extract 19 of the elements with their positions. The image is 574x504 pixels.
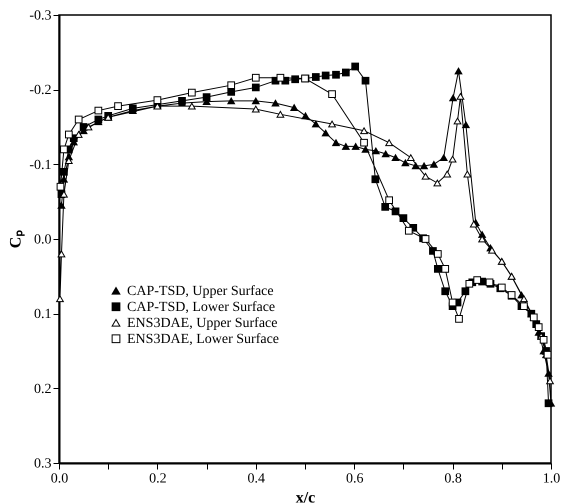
y-tick-label: 0.3 bbox=[34, 456, 52, 472]
legend-label: CAP-TSD, Upper Surface bbox=[127, 284, 274, 299]
x-tick-label: 1.0 bbox=[542, 472, 560, 486]
y-axis-title: Cₚ bbox=[7, 230, 26, 248]
legend-label: ENS3DAE, Upper Surface bbox=[127, 316, 278, 331]
legend-label: CAP-TSD, Lower Surface bbox=[127, 300, 276, 315]
y-tick-label: 0.0 bbox=[34, 232, 52, 248]
x-tick-label: 0.0 bbox=[50, 472, 68, 486]
x-tick-label: 0.6 bbox=[346, 472, 364, 486]
y-tick-label: -0.3 bbox=[29, 8, 52, 24]
y-tick-label: -0.2 bbox=[29, 83, 52, 98]
legend-label: ENS3DAE, Lower Surface bbox=[127, 332, 280, 347]
y-tick-label: 0.1 bbox=[34, 307, 52, 322]
y-tick-label: 0.2 bbox=[34, 382, 52, 397]
x-axis-title: x/c bbox=[296, 490, 316, 504]
x-tick-label: 0.2 bbox=[149, 472, 167, 486]
y-tick-label: -0.1 bbox=[29, 158, 52, 173]
x-tick-label: 0.4 bbox=[248, 472, 266, 486]
x-tick-label: 0.8 bbox=[444, 472, 462, 486]
